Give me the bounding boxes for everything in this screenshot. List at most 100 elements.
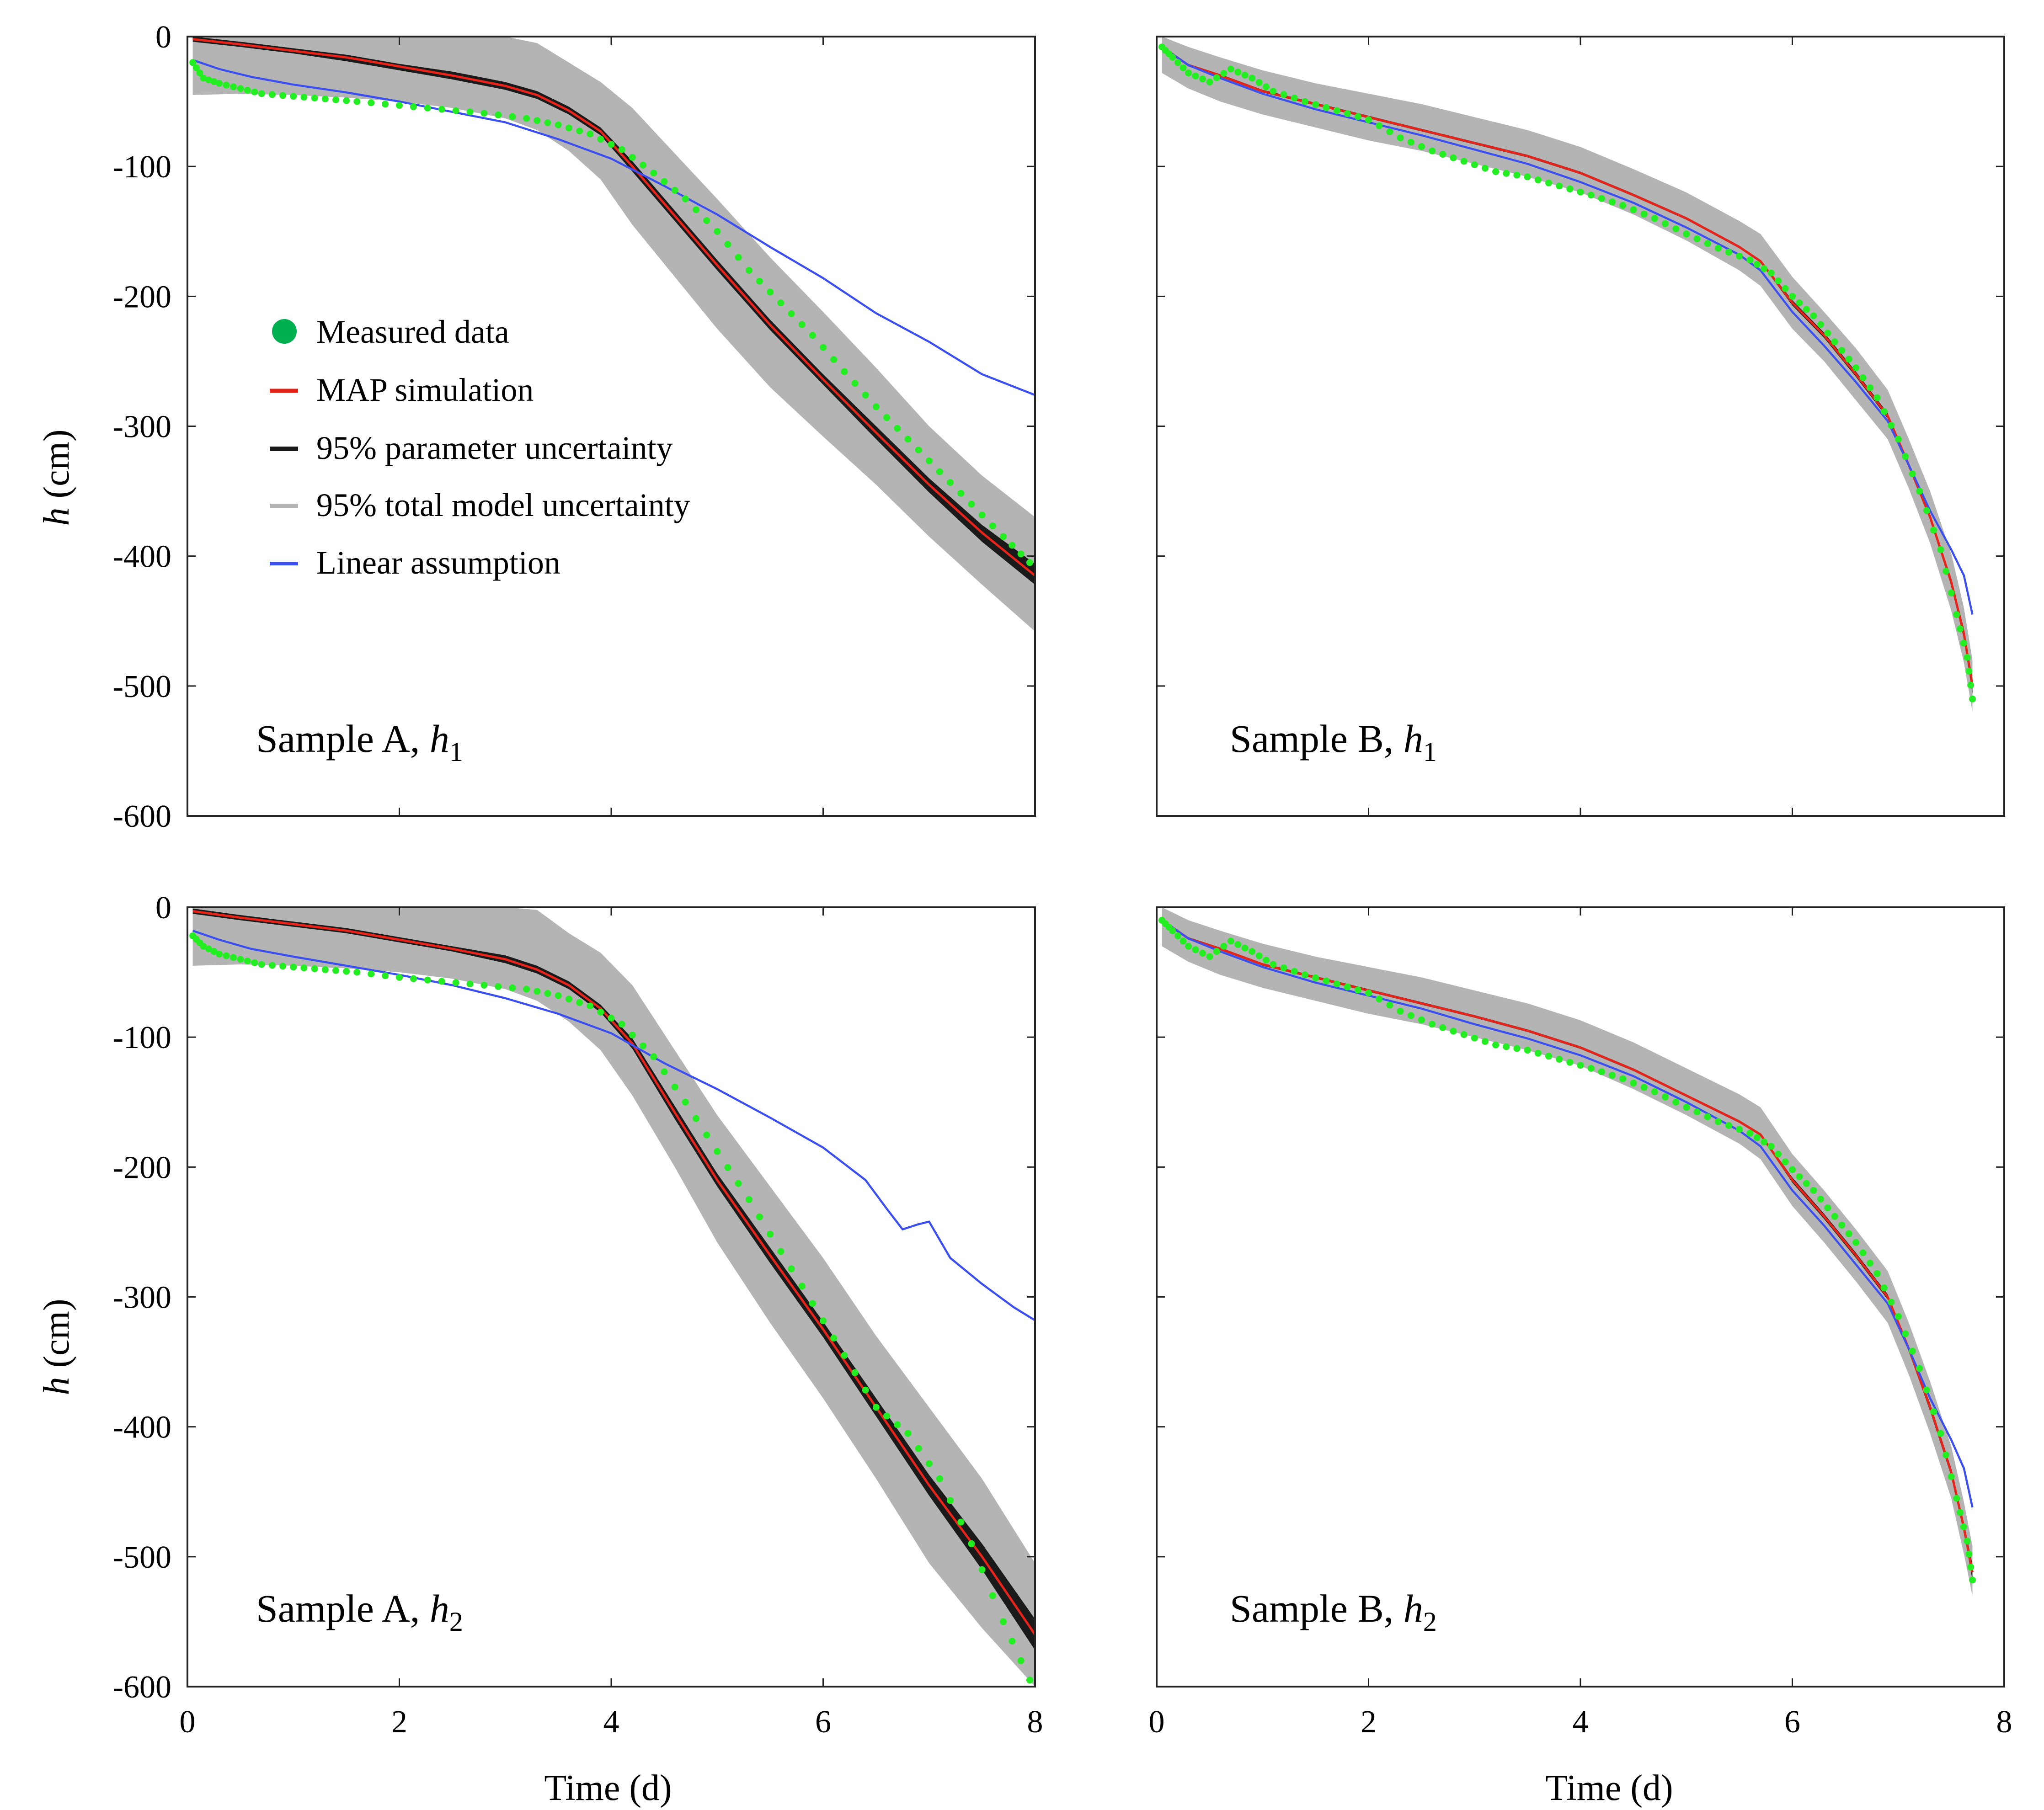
panel-3-measured-point-65 (862, 1386, 869, 1394)
panel-1-band-95-total-model-uncertainty (192, 37, 1035, 632)
panel-1-measured-point-50 (703, 217, 710, 224)
panel-2-measured-point-46 (1566, 185, 1574, 192)
panel-4-measured-point-27 (1365, 990, 1372, 997)
panel-4-measured-point-66 (1767, 1143, 1775, 1150)
panel-3-measured-point-6 (216, 950, 223, 958)
panel-1-measured-point-2 (196, 69, 203, 77)
panel-1-measured-point-11 (251, 88, 258, 96)
panel-3-measured-point-12 (258, 961, 265, 968)
panel-3-measured-point-70 (915, 1445, 922, 1452)
panel-1-measured-point-10 (244, 87, 251, 94)
panel-2-measured-point-4 (1174, 59, 1181, 66)
panel-3-measured-point-76 (978, 1566, 986, 1573)
panel-1-label: Sample A, h1 (256, 717, 463, 767)
panel-3-measured-point-19 (332, 967, 339, 974)
panel-2-measured-point-24 (1333, 107, 1340, 114)
panel-1-measured-point-66 (872, 403, 880, 410)
panel-1-measured-point-23 (382, 101, 389, 108)
panel-1-label-var: h (430, 717, 449, 761)
panel-3-measured-point-11 (251, 959, 258, 966)
panel-4-measured-point-62 (1736, 1126, 1743, 1133)
panel-2-measured-point-56 (1672, 225, 1680, 233)
panel-3-measured-point-25 (410, 975, 417, 982)
panel-1-measured-point-79 (1009, 542, 1016, 549)
panel-1-ytick-label-3: -300 (113, 410, 171, 445)
panel-4-line-linear-assumption (1161, 919, 1974, 1508)
panel-4-measured-point-31 (1407, 1012, 1414, 1019)
panel-4-measured-point-6 (1185, 942, 1192, 950)
panel-2-measured-point-33 (1429, 147, 1436, 154)
panel-2-measured-point-92 (1948, 589, 1955, 596)
panel-2-measured-point-36 (1460, 158, 1468, 165)
panel-4-measured-point-23 (1323, 977, 1330, 985)
panel-1-measured-points (189, 59, 1033, 566)
panel-2-measured-point-51 (1619, 202, 1627, 209)
panel-4-measured-point-53 (1640, 1084, 1648, 1091)
panel-3-measured-point-80 (1017, 1657, 1025, 1664)
panel-1-measured-point-40 (597, 136, 604, 143)
panel-4-measured-point-19 (1280, 964, 1287, 972)
panel-3-xtick-label-1: 2 (391, 1704, 407, 1740)
panel-3-label: Sample A, h2 (256, 1586, 463, 1637)
panel-1-measured-point-51 (714, 228, 721, 235)
panel-3-measured-point-20 (343, 968, 350, 975)
panel-2-measured-point-30 (1397, 134, 1404, 142)
panel-3-measured-point-36 (555, 992, 562, 999)
panel-2-measured-point-85 (1902, 453, 1909, 460)
panel-2-measured-point-34 (1439, 151, 1446, 158)
panel-4-measured-point-75 (1831, 1213, 1838, 1220)
panel-1-measured-point-60 (809, 332, 816, 339)
panel-3-measured-point-53 (735, 1180, 742, 1187)
panel-3-measured-point-34 (534, 988, 541, 995)
panel-4-measured-point-72 (1810, 1187, 1817, 1194)
panel-2-measured-point-61 (1725, 249, 1732, 256)
panel-3-measured-point-30 (480, 982, 488, 989)
panel-4-measured-point-21 (1301, 971, 1308, 979)
panel-2-measured-point-22 (1312, 101, 1319, 108)
panel-4-measured-point-70 (1796, 1173, 1803, 1180)
panel-4-measured-point-97 (1965, 1550, 1973, 1558)
panel-4-measured-point-65 (1761, 1138, 1768, 1145)
panel-1-measured-point-48 (682, 195, 689, 202)
panel-4-measured-point-74 (1824, 1204, 1831, 1211)
panel-4-measured-point-14 (1241, 944, 1249, 952)
panel-2-measured-point-52 (1630, 206, 1637, 213)
panel-3-measured-point-8 (229, 954, 237, 961)
panel-4-measured-point-63 (1746, 1129, 1754, 1137)
panel-4-line-map-simulation (1161, 919, 1974, 1573)
panel-1-measured-point-1 (192, 64, 200, 71)
panel-4-measured-point-79 (1859, 1249, 1867, 1256)
panel-1-measured-point-64 (851, 380, 859, 387)
panel-4-measured-point-7 (1192, 946, 1199, 953)
panel-1-measured-point-70 (915, 447, 922, 454)
panel-3-measured-point-7 (223, 952, 230, 959)
panel-4-measured-point-43 (1534, 1049, 1542, 1057)
panel-1-line-linear-assumption (192, 59, 1035, 396)
panel-4-measured-point-36 (1460, 1031, 1468, 1038)
panel-4-measured-point-86 (1909, 1347, 1916, 1355)
panel-1-measured-point-15 (290, 93, 297, 100)
panel-4-measured-point-9 (1206, 953, 1213, 960)
panel-4-measured-point-76 (1838, 1221, 1846, 1229)
panel-1-measured-point-21 (353, 98, 361, 105)
panel-4-measured-point-84 (1895, 1313, 1902, 1320)
panel-1-measured-point-35 (544, 119, 551, 126)
panel-3-measured-point-35 (544, 990, 551, 997)
panel-2-measured-point-48 (1587, 192, 1595, 199)
panel-2-measured-point-76 (1838, 347, 1846, 354)
panel-1-measured-point-45 (650, 169, 657, 176)
panel-3-measured-point-56 (767, 1230, 774, 1238)
panel-3-measured-point-50 (703, 1131, 710, 1139)
legend-label-total: 95% total model uncertainty (316, 487, 690, 523)
panel-3-measured-point-28 (452, 979, 459, 986)
panel-2-measured-point-26 (1354, 113, 1361, 120)
panel-2-measured-point-77 (1845, 356, 1852, 363)
panel-4-measured-point-90 (1937, 1430, 1944, 1437)
panel-3-measured-point-51 (714, 1148, 721, 1155)
panel-3-measured-point-42 (618, 1021, 625, 1028)
panel-4-measured-point-26 (1354, 986, 1361, 994)
panel-3-measured-point-32 (509, 984, 516, 991)
panel-4-measured-point-69 (1789, 1166, 1796, 1173)
panel-1-measured-point-55 (756, 277, 763, 285)
